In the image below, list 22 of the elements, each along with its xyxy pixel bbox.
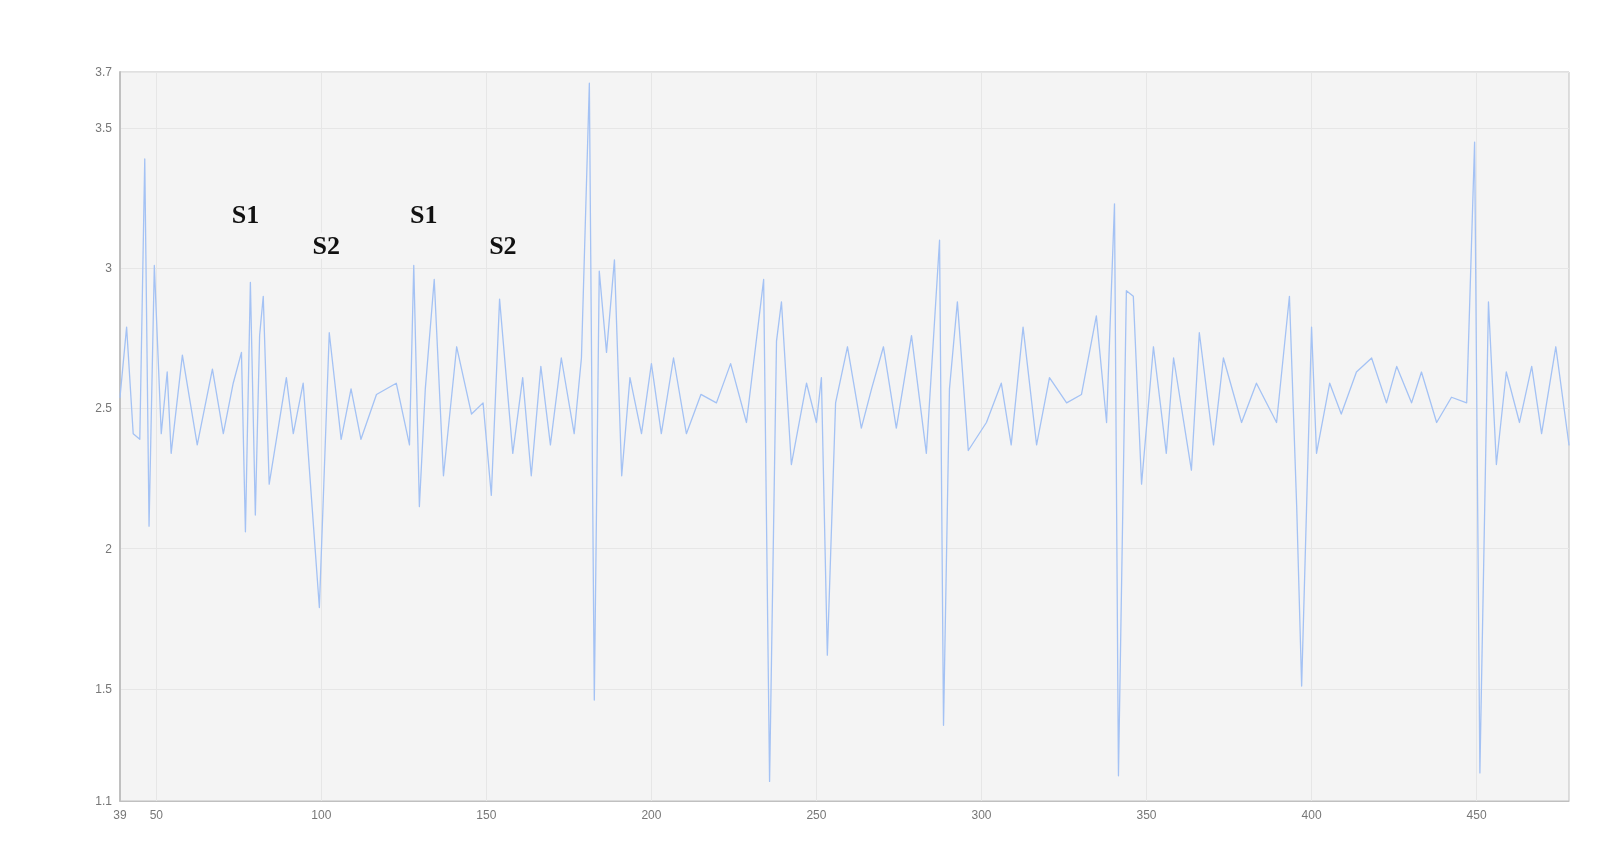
y-tick-label: 3.7 bbox=[95, 65, 113, 79]
y-tick-label: 1.5 bbox=[95, 681, 113, 696]
x-tick-label: 250 bbox=[806, 808, 827, 822]
x-tick-label: 300 bbox=[971, 808, 992, 822]
x-tick-label: 100 bbox=[311, 808, 332, 822]
y-tick-label: 3.5 bbox=[95, 121, 113, 136]
x-tick-label: 50 bbox=[149, 808, 164, 822]
x-tick-label: 450 bbox=[1466, 808, 1487, 822]
x-tick-label: 350 bbox=[1136, 808, 1157, 822]
y-tick-label: 2 bbox=[105, 541, 113, 556]
x-tick-label: 400 bbox=[1301, 808, 1322, 822]
x-tick-label: 39 bbox=[113, 808, 127, 822]
annotation: S2 bbox=[489, 231, 517, 261]
annotation: S1 bbox=[409, 200, 438, 230]
annotation: S2 bbox=[312, 231, 341, 261]
line-series bbox=[119, 82, 1570, 783]
y-tick-label: 2.5 bbox=[95, 401, 113, 416]
x-tick-label: 150 bbox=[476, 808, 497, 822]
y-tick-label: 1.1 bbox=[95, 794, 113, 808]
x-tick-label: 200 bbox=[641, 808, 662, 822]
y-tick-label: 3 bbox=[105, 261, 113, 276]
annotation: S1 bbox=[231, 200, 260, 230]
